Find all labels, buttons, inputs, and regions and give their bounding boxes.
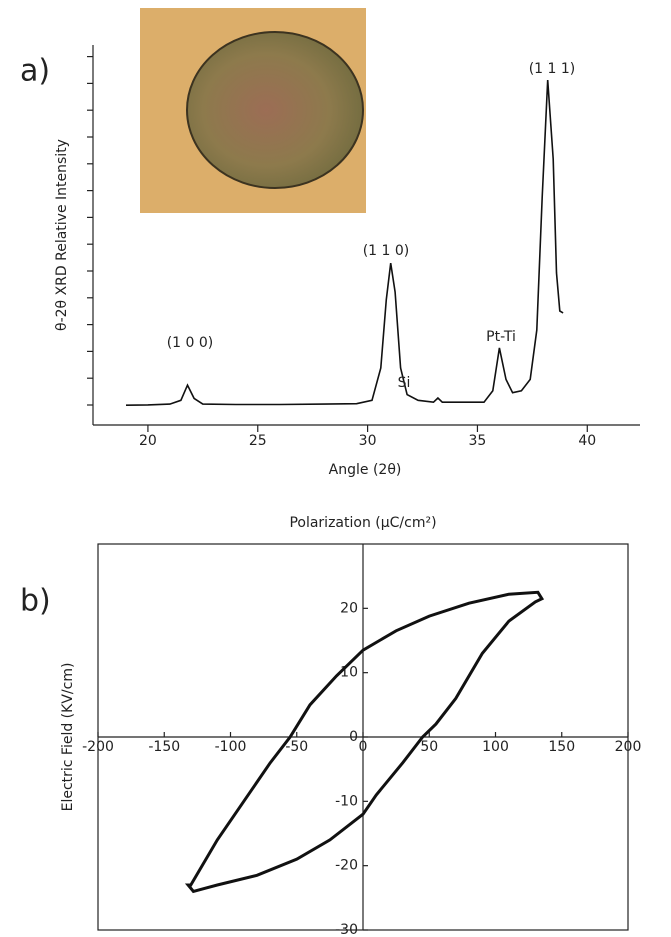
- x-tick-label: -50: [285, 739, 308, 755]
- x-tick-label: -150: [148, 739, 180, 755]
- hysteresis-loop: [184, 590, 545, 894]
- x-tick-label: 20: [139, 433, 157, 449]
- x-tick-label: 40: [578, 433, 596, 449]
- x-tick-label: 35: [469, 433, 487, 449]
- y-axis-label: θ-2θ XRD Relative Intensity: [54, 139, 70, 331]
- y-tick-label: 10: [340, 665, 358, 681]
- x-tick-label: 50: [420, 739, 438, 755]
- x-tick-label: 25: [249, 433, 267, 449]
- x-tick-label: -100: [215, 739, 247, 755]
- xrd-line: [125, 79, 564, 406]
- x-tick-label: 150: [548, 739, 575, 755]
- x-tick-label: -200: [82, 739, 114, 755]
- peak-label: (1 1 1): [529, 61, 576, 77]
- x-tick-label: 100: [482, 739, 509, 755]
- peak-label: (1 0 0): [167, 335, 214, 351]
- y-tick-label: -30: [335, 922, 358, 937]
- wafer: [186, 31, 364, 189]
- y-tick-label: -20: [335, 858, 358, 874]
- y-tick-label: -10: [335, 793, 358, 809]
- panel-label: a): [20, 54, 50, 89]
- x-tick-label: 200: [615, 739, 642, 755]
- y-tick-label: 0: [349, 729, 358, 745]
- x-axis-label: Angle (2θ): [329, 462, 402, 478]
- peak-label: Si: [398, 375, 411, 391]
- chart-title: Polarization (μC/cm²): [289, 515, 436, 531]
- x-tick-label: 30: [359, 433, 377, 449]
- y-axis-label: Electric Field (KV/cm): [60, 663, 76, 812]
- x-tick-label: 0: [359, 739, 368, 755]
- y-tick-label: 20: [340, 600, 358, 616]
- peak-label: (1 1 0): [363, 243, 410, 259]
- peak-label: Pt-Ti: [486, 329, 516, 345]
- panel-label: b): [20, 584, 51, 619]
